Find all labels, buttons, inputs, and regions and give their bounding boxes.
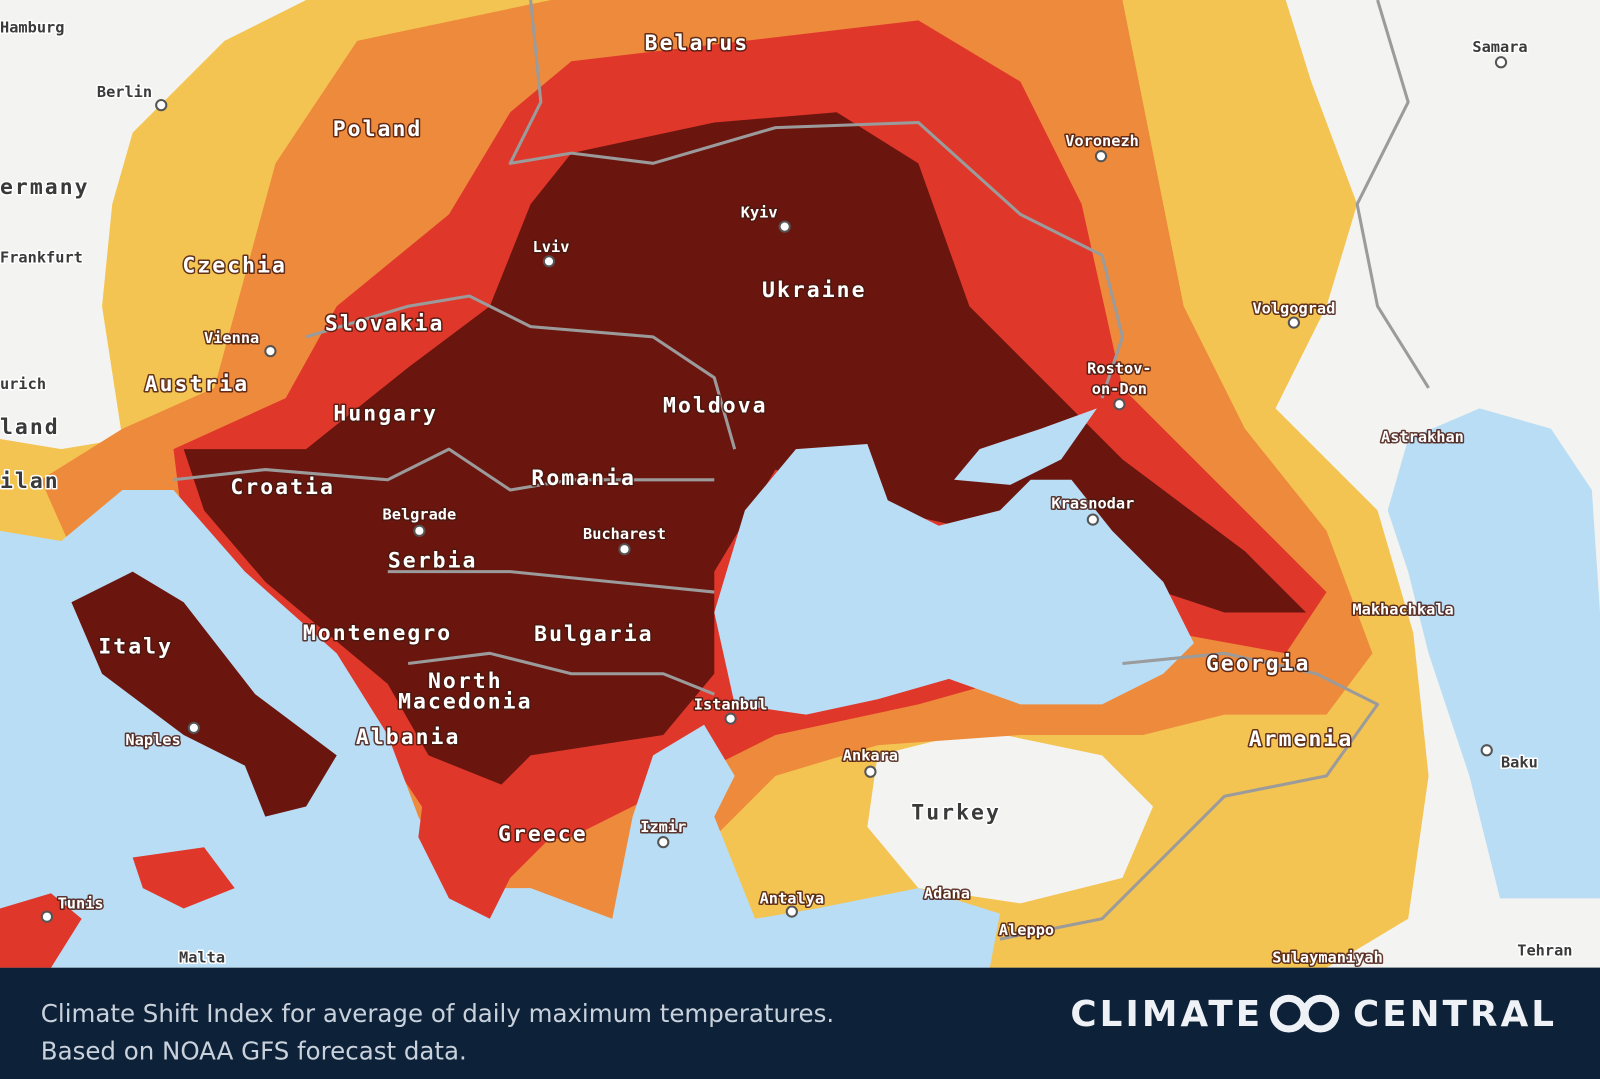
city-dot [264, 345, 277, 358]
city-label: Malta [179, 949, 225, 967]
border [173, 447, 715, 492]
country-label: Austria [145, 372, 250, 397]
border [999, 651, 1380, 941]
tunisia-heat [0, 893, 82, 968]
country-label: Hungary [333, 402, 438, 427]
city-label: Adana [924, 884, 970, 902]
country-label: Serbia [388, 549, 478, 574]
border [1355, 0, 1430, 389]
city-label: Sulaymaniyah [1272, 949, 1382, 967]
black-sea [714, 444, 1194, 715]
city-label: Lviv [533, 238, 570, 256]
city-label: Vienna [204, 329, 259, 347]
city-label: Rostov- [1087, 360, 1151, 378]
city-dot [413, 524, 426, 537]
city-label: Berlin [97, 83, 152, 101]
greece-heat [418, 755, 552, 919]
country-label: Moldova [663, 393, 768, 418]
country-label: Macedonia [398, 689, 532, 714]
border [387, 570, 715, 594]
city-dot [618, 543, 631, 556]
city-label: urich [0, 375, 46, 393]
city-dot [542, 255, 556, 268]
logo-icon [1269, 994, 1340, 1033]
country-label: Albania [356, 725, 461, 750]
country-label: ermany [0, 175, 90, 200]
city-label: Samara [1472, 38, 1527, 56]
city-label: Aleppo [999, 921, 1054, 939]
city-label: Frankfurt [0, 248, 83, 266]
city-label: Kyiv [741, 203, 778, 221]
country-label: Ukraine [762, 278, 867, 303]
city-dot [1086, 513, 1099, 526]
city-dot [1480, 744, 1493, 757]
city-label: Astrakhan [1381, 428, 1464, 446]
country-label: Turkey [911, 801, 1001, 826]
country-label: Greece [498, 822, 588, 847]
city-dot [1494, 56, 1508, 69]
country-label: ilan [0, 469, 60, 494]
heat-extreme [183, 112, 1307, 807]
city-label: Istanbul [694, 695, 768, 713]
country-label: Armenia [1249, 727, 1354, 752]
country-label: land [0, 415, 60, 440]
city-label: Naples [125, 731, 180, 749]
city-dot [724, 712, 737, 725]
city-dot [657, 836, 670, 849]
city-label: Makhachkala [1352, 601, 1453, 619]
city-dot [1287, 316, 1300, 329]
country-label: Slovakia [325, 312, 444, 337]
border [407, 651, 715, 696]
city-label: Tehran [1517, 941, 1572, 959]
city-dot [1094, 150, 1108, 163]
city-dot [778, 220, 791, 233]
mediterranean-sea [0, 489, 1000, 968]
sicily-heat [132, 847, 235, 909]
border [305, 294, 737, 450]
logo-text: CLIMATE [1070, 994, 1263, 1035]
city-label: Bucharest [583, 525, 666, 543]
city-label: Ankara [843, 747, 898, 765]
city-dot [1113, 398, 1126, 411]
country-label: Italy [98, 634, 173, 659]
country-label: Croatia [230, 475, 335, 500]
azov-sea [954, 408, 1097, 485]
logo-text: CENTRAL [1353, 994, 1557, 1035]
city-dot [864, 765, 877, 778]
city-label: on-Don [1092, 380, 1147, 398]
city-label: Baku [1501, 754, 1538, 772]
country-label: Belarus [645, 31, 750, 56]
city-label: Volgograd [1252, 299, 1335, 317]
country-label: Georgia [1206, 652, 1311, 677]
city-dot [187, 721, 200, 734]
country-label: Bulgaria [534, 622, 653, 647]
country-label: Poland [333, 117, 423, 142]
country-label: Czechia [182, 254, 287, 279]
city-label: Krasnodar [1051, 494, 1134, 512]
city-label: Belgrade [383, 506, 457, 524]
italy-heat [71, 571, 337, 817]
country-label: Montenegro [303, 621, 452, 646]
city-label: Voronezh [1065, 132, 1139, 150]
city-label: Izmir [640, 818, 686, 836]
caspian-sea [1387, 408, 1600, 899]
country-label: North [428, 669, 503, 694]
city-dot [785, 905, 798, 918]
country-label: Romania [531, 466, 636, 491]
city-label: Hamburg [0, 19, 64, 37]
caption: Based on NOAA GFS forecast data. [41, 1037, 467, 1066]
city-label: Tunis [58, 895, 104, 913]
border [508, 0, 1124, 399]
city-label: Antalya [760, 889, 824, 907]
city-dot [40, 910, 54, 923]
turkey-low [867, 729, 1154, 904]
caption: Climate Shift Index for average of daily… [41, 999, 834, 1028]
city-dot [155, 99, 168, 112]
